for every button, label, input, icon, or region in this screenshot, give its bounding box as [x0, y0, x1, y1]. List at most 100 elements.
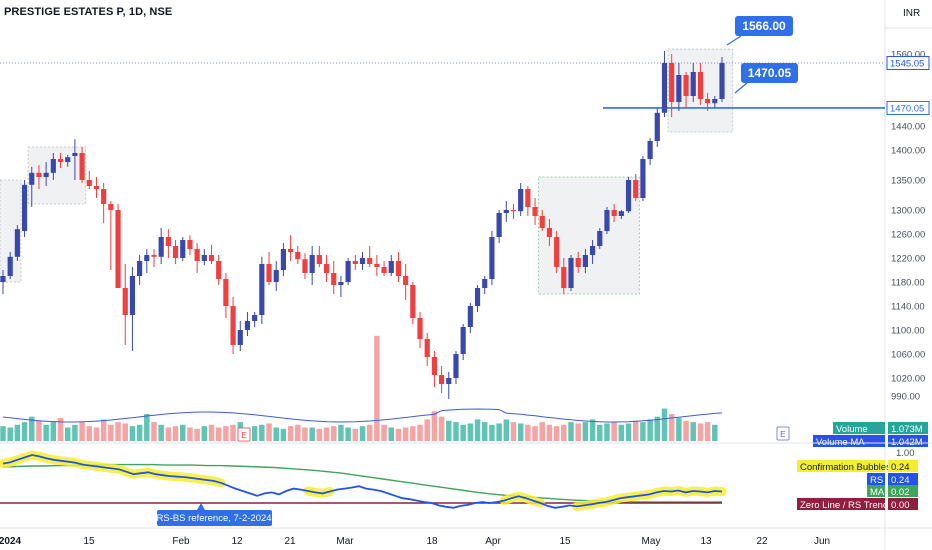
candle-body [525, 189, 531, 207]
price-tick-label: 1400.00 [891, 146, 925, 157]
time-tick-label: Apr [485, 536, 501, 547]
candle-body [403, 276, 409, 285]
volume-bar [453, 422, 459, 441]
candle-body [79, 153, 85, 180]
volume-bar [546, 424, 553, 441]
volume-bar [21, 422, 28, 441]
candle-body [280, 249, 286, 270]
volume-bar [280, 428, 287, 441]
candle-body [43, 172, 49, 177]
candle-body [273, 270, 279, 282]
volume-bar [661, 408, 668, 441]
volume-bar [647, 419, 653, 441]
price-badge-label: 1470.05 [890, 103, 924, 114]
candle-body [93, 186, 100, 189]
indicator-value-badge [888, 498, 918, 510]
volume-ma-line [2, 408, 723, 423]
time-tick-label: 13 [700, 536, 712, 547]
volume-bar [259, 424, 265, 441]
candle-body [288, 249, 294, 252]
indicator-label-badge [867, 485, 885, 497]
candle-body [460, 327, 466, 354]
candle-body [712, 99, 718, 104]
volume-bar [388, 427, 394, 441]
candle-body [129, 276, 136, 315]
volume-bar [295, 424, 301, 441]
candle-body [532, 207, 538, 216]
volume-bar [625, 423, 632, 441]
candle-body [604, 210, 610, 231]
volume-bar [14, 424, 21, 441]
indicator-value: 0.00 [891, 500, 910, 511]
volume-bar [676, 418, 682, 441]
candle-body [302, 259, 308, 273]
price-tick-label: 1140.00 [891, 302, 925, 313]
volume-bar [129, 426, 136, 441]
rs-reference-pointer [197, 503, 205, 510]
volume-bar [194, 428, 200, 441]
volume-bar [575, 423, 581, 441]
volume-bar [273, 427, 279, 441]
rs-reference-callout [157, 510, 272, 526]
earnings-marker [776, 426, 790, 441]
volume-bar [208, 424, 215, 441]
callout-pointer [734, 82, 748, 94]
candle-body [518, 189, 524, 212]
volume-bar [323, 427, 330, 441]
candle-body [410, 285, 416, 318]
candle-body [367, 258, 373, 264]
volume-bar [43, 424, 49, 441]
candle-body [431, 357, 437, 375]
candle-body [237, 330, 243, 345]
candle-body [65, 157, 71, 162]
volume-label: Volume [836, 424, 868, 435]
currency-label: INR [903, 8, 920, 19]
volume-bar [467, 423, 474, 441]
candle-body [331, 273, 337, 285]
candle-body [259, 264, 265, 315]
candle-body [266, 264, 272, 282]
volume-bar [36, 420, 42, 441]
time-tick-label: Jun [814, 536, 830, 547]
candle-body [661, 63, 668, 113]
volume-bar [568, 422, 574, 441]
volume-bar [223, 426, 229, 441]
volume-bar [57, 418, 64, 441]
volume-bar [539, 422, 545, 441]
price-callout [735, 16, 793, 36]
volume-bar [683, 420, 689, 441]
volume-bar [366, 424, 373, 441]
candle-body [719, 63, 725, 99]
price-callout-label: 1566.00 [742, 19, 786, 33]
volume-bar [618, 424, 625, 441]
volume-bar [215, 427, 222, 441]
candle-body [554, 237, 560, 267]
candle-body [158, 237, 164, 257]
candle-body [597, 231, 603, 246]
price-tick-label: 1300.00 [891, 206, 925, 217]
volume-bar [352, 428, 359, 441]
volume-bar [266, 423, 272, 441]
volume-bar [460, 424, 466, 441]
volume-bar [187, 427, 193, 441]
volume-bar [115, 422, 121, 441]
candle-body [539, 216, 545, 228]
candle-body [676, 75, 682, 102]
consolidation-box [538, 176, 640, 295]
volume-bar [64, 427, 71, 441]
candle-body [50, 159, 56, 173]
candle-body [510, 210, 517, 212]
price-badge-label: 1545.05 [890, 58, 924, 69]
candle-body [7, 256, 13, 276]
candle-body [29, 172, 35, 185]
candle-body [338, 282, 344, 285]
volume-value: 1.073M [891, 424, 923, 435]
volume-bar [316, 428, 323, 441]
candle-body [625, 180, 632, 212]
candle-body [115, 210, 121, 288]
candle-body [216, 261, 222, 279]
candle-body [194, 249, 200, 261]
volume-bar [359, 426, 366, 441]
